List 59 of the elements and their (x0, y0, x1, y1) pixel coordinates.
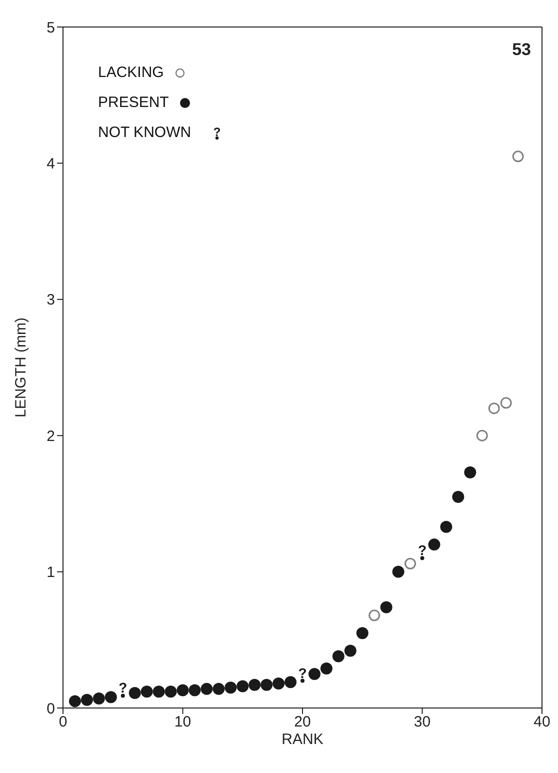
x-tick-label: 30 (414, 714, 431, 731)
point (380, 601, 392, 614)
data-label: ? (118, 680, 128, 696)
point (128, 687, 141, 700)
point (440, 520, 452, 533)
point (120, 694, 125, 698)
point (260, 678, 273, 691)
y-tick-label: 2 (46, 428, 55, 445)
point (500, 397, 512, 409)
point (224, 682, 237, 694)
x-tick-label: 10 (174, 714, 192, 731)
point (320, 662, 332, 674)
y-tick-label: 1 (46, 564, 55, 582)
point (356, 627, 368, 640)
point (344, 644, 356, 657)
x-tick-label: 0 (58, 714, 68, 731)
point (152, 686, 165, 698)
y-tick-label: 3 (46, 292, 55, 309)
point (236, 680, 249, 692)
point (80, 694, 93, 706)
data-label: ? (418, 542, 427, 558)
point (428, 538, 440, 551)
annotation: 53 (512, 40, 531, 60)
point (248, 678, 261, 691)
legend-label: NOT KNOWN (98, 123, 192, 143)
point (92, 692, 105, 704)
point (464, 466, 476, 478)
x-tick-label: 40 (534, 714, 550, 731)
point (452, 490, 464, 503)
point (104, 691, 117, 704)
point (404, 558, 416, 570)
x-axis-title: RANK (282, 731, 324, 748)
point (164, 686, 177, 698)
point (300, 678, 304, 683)
point (68, 695, 81, 708)
point (512, 150, 524, 162)
point (212, 682, 225, 695)
legend-label: PRESENT (98, 93, 169, 113)
y-axis-title: LENGTH (mm) (12, 318, 30, 418)
data-label: ? (298, 664, 307, 681)
point (188, 684, 201, 696)
y-tick-label: 5 (46, 19, 55, 36)
y-tick-label: 4 (46, 156, 55, 173)
point (284, 676, 297, 688)
x-tick-label: 20 (294, 714, 311, 731)
point (476, 430, 488, 442)
legend-label: LACKING (98, 63, 164, 83)
point (200, 682, 213, 695)
text: ? (213, 125, 221, 139)
point (272, 677, 285, 690)
point (308, 668, 320, 680)
point (488, 402, 500, 414)
point (332, 650, 344, 662)
point (140, 686, 153, 698)
point (176, 684, 189, 696)
y-tick-label: 0 (46, 700, 55, 718)
point (420, 556, 424, 560)
point (368, 610, 380, 622)
point (392, 566, 404, 578)
